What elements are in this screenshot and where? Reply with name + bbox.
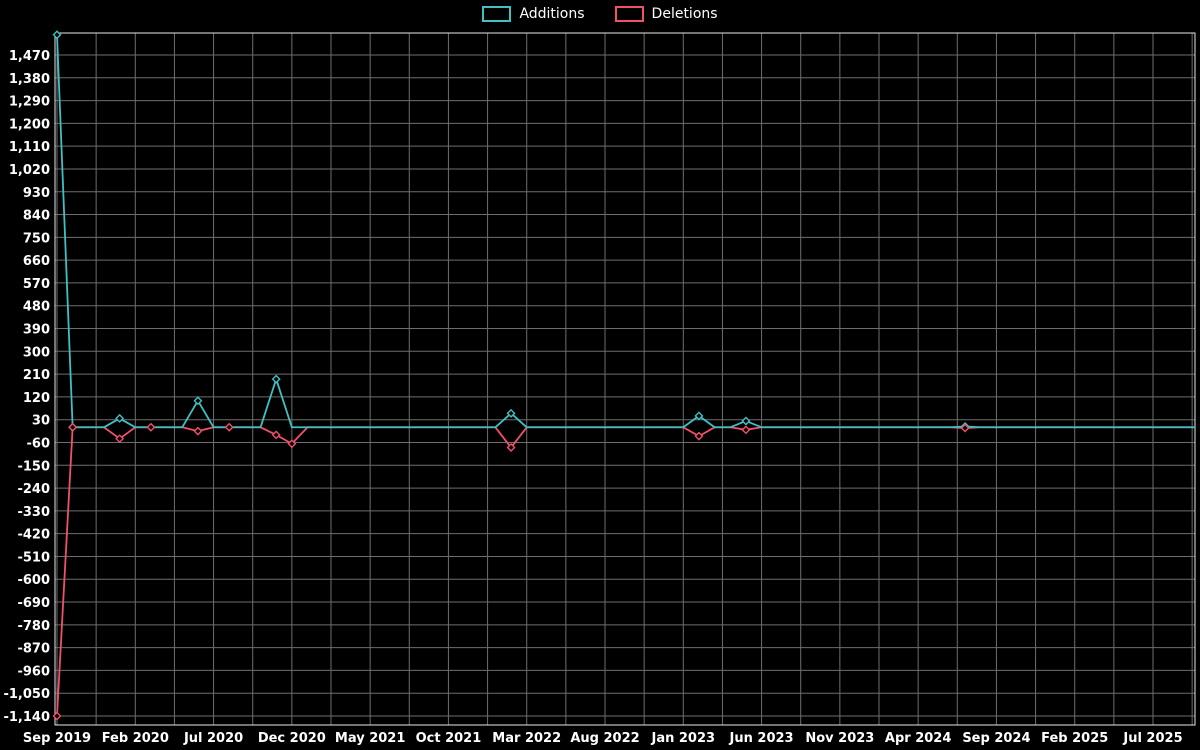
data-marker-deletions	[224, 422, 234, 432]
y-tick-label: 750	[23, 231, 50, 246]
x-tick-label: Feb 2020	[102, 731, 169, 746]
data-marker-additions	[115, 413, 125, 423]
y-tick-label: 120	[23, 391, 50, 406]
series-lines	[56, 34, 1195, 717]
y-tick-label: 480	[23, 300, 50, 315]
data-marker-deletions	[115, 434, 125, 444]
legend-item-additions[interactable]: Additions	[482, 6, 585, 22]
x-tick-label: Jul 2025	[1122, 731, 1182, 746]
y-tick-label: -690	[17, 596, 50, 611]
grid	[55, 33, 1195, 725]
x-tick-label: Jul 2020	[183, 731, 243, 746]
legend-item-deletions[interactable]: Deletions	[614, 6, 718, 22]
data-marker-deletions	[287, 439, 297, 449]
data-marker-additions	[694, 411, 704, 421]
data-marker-deletions	[52, 711, 62, 721]
y-tick-label: -510	[17, 550, 50, 565]
y-tick-label: 1,110	[9, 140, 50, 155]
deletions-legend-label: Deletions	[651, 6, 718, 22]
plot-border	[54, 32, 1196, 726]
x-tick-label: Nov 2023	[805, 731, 874, 746]
y-tick-label: -780	[17, 619, 50, 634]
x-tick-label: Dec 2020	[258, 731, 326, 746]
data-marker-deletions	[271, 430, 281, 440]
additions-swatch-icon	[482, 6, 512, 22]
y-tick-label: 300	[23, 345, 50, 360]
series-line-deletions	[56, 426, 1195, 717]
data-marker-deletions	[68, 422, 78, 432]
y-tick-label: -330	[17, 505, 50, 520]
y-tick-label: -60	[27, 436, 51, 451]
x-tick-label: Sep 2019	[23, 731, 91, 746]
series-markers	[52, 30, 970, 721]
x-tick-label: May 2021	[335, 731, 406, 746]
y-tick-label: 1,020	[9, 163, 50, 178]
deletions-swatch-icon	[614, 6, 644, 22]
series-line-additions	[56, 34, 1195, 429]
y-tick-label: -1,050	[3, 687, 50, 702]
y-tick-label: -420	[17, 528, 50, 543]
data-marker-additions	[741, 416, 751, 426]
x-tick-label: Jan 2023	[650, 731, 715, 746]
y-tick-label: 1,200	[9, 117, 50, 132]
x-tick-label: Apr 2024	[885, 731, 952, 746]
data-marker-deletions	[506, 443, 516, 453]
y-tick-label: 390	[23, 323, 50, 338]
y-tick-label: 1,380	[9, 72, 50, 87]
y-tick-label: 1,290	[9, 95, 50, 110]
data-marker-deletions	[193, 426, 203, 436]
y-tick-label: 210	[23, 368, 50, 383]
x-tick-label: Mar 2022	[492, 731, 561, 746]
data-marker-deletions	[694, 431, 704, 441]
y-tick-label: -870	[17, 642, 50, 657]
x-tick-label: Feb 2025	[1041, 731, 1108, 746]
data-marker-additions	[193, 396, 203, 406]
data-marker-deletions	[960, 423, 970, 433]
y-tick-label: -240	[17, 482, 50, 497]
axis-labels: 1,470 1,380 1,290 1,200 1,110 1,020 930 840 750 6…	[3, 49, 1182, 746]
data-marker-deletions	[146, 422, 156, 432]
additions-legend-label: Additions	[519, 6, 585, 22]
x-tick-label: Oct 2021	[416, 731, 482, 746]
y-tick-label: 660	[23, 254, 50, 269]
x-tick-label: Aug 2022	[570, 731, 639, 746]
y-tick-label: -150	[17, 459, 50, 474]
y-tick-label: -600	[17, 573, 50, 588]
data-marker-additions	[52, 30, 62, 40]
y-tick-label: -960	[17, 664, 50, 679]
x-tick-label: Sep 2024	[962, 731, 1030, 746]
y-tick-label: 930	[23, 186, 50, 201]
data-marker-additions	[506, 408, 516, 418]
chart-legend: Additions Deletions	[0, 6, 1200, 22]
y-tick-label: -1,140	[3, 710, 50, 725]
y-tick-label: 1,470	[9, 49, 50, 64]
y-tick-label: 840	[23, 209, 50, 224]
y-tick-label: 30	[32, 414, 50, 429]
data-marker-additions	[271, 374, 281, 384]
data-marker-deletions	[741, 425, 751, 435]
x-tick-label: Jun 2023	[729, 731, 794, 746]
y-tick-label: 570	[23, 277, 50, 292]
